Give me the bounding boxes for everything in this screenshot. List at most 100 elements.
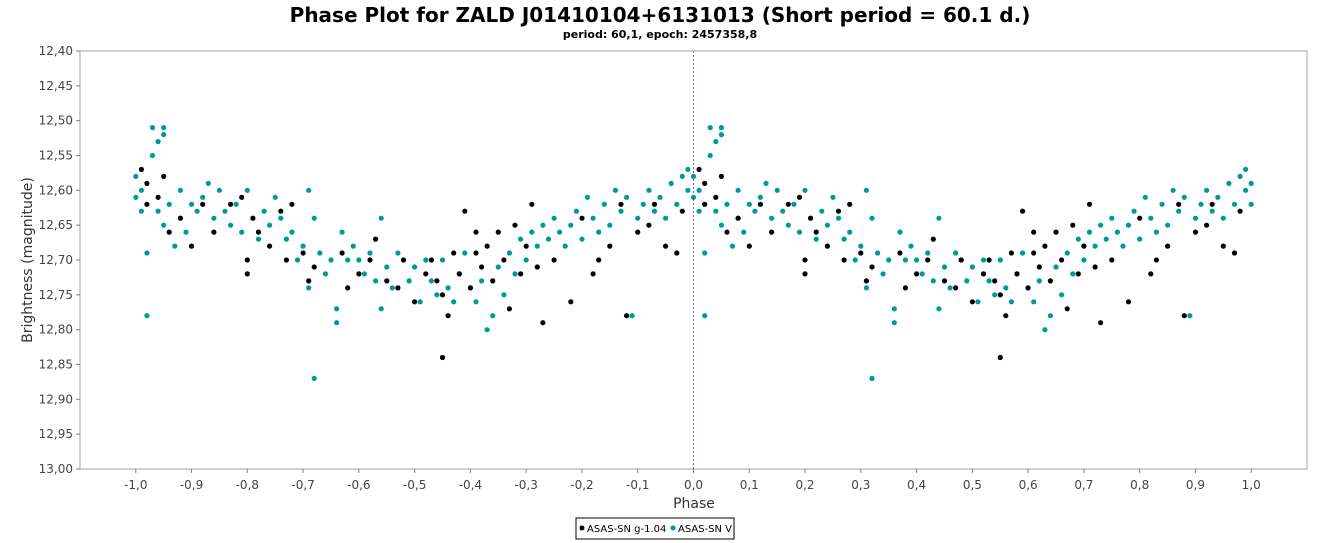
point-asas-sn-g [1086, 201, 1093, 207]
point-asas-sn-v [718, 132, 725, 138]
point-asas-sn-v [769, 215, 775, 221]
point-asas-sn-v [668, 180, 674, 186]
point-asas-sn-g [590, 271, 596, 277]
point-asas-sn-v [1148, 215, 1154, 221]
point-asas-sn-g [462, 208, 468, 214]
point-asas-sn-g [473, 250, 479, 256]
chart-title: Phase Plot for ZALD J01410104+6131013 (S… [290, 3, 1031, 27]
point-asas-sn-v [757, 194, 764, 200]
point-asas-sn-v [1204, 187, 1210, 193]
point-asas-sn-g [1070, 222, 1076, 228]
point-asas-sn-v [1114, 229, 1120, 235]
point-asas-sn-v [328, 257, 334, 263]
point-asas-sn-g [540, 320, 546, 326]
point-asas-sn-v [322, 271, 328, 277]
point-asas-sn-g [925, 257, 931, 263]
point-asas-sn-v [529, 229, 535, 235]
point-asas-sn-v [473, 299, 479, 305]
point-asas-sn-v [612, 187, 619, 193]
point-asas-sn-v [852, 257, 858, 263]
x-tick-label: 0,0 [684, 478, 703, 492]
point-asas-sn-g [858, 250, 864, 256]
point-asas-sn-g [439, 354, 446, 361]
point-asas-sn-v [1248, 180, 1254, 186]
point-asas-sn-v [1181, 194, 1187, 200]
point-asas-sn-v [161, 125, 167, 131]
point-asas-sn-g [339, 250, 345, 256]
point-asas-sn-v [1248, 201, 1254, 207]
point-asas-sn-g [138, 166, 144, 172]
point-asas-sn-v [880, 271, 886, 277]
point-asas-sn-v [283, 236, 289, 242]
point-asas-sn-g [506, 306, 512, 312]
point-asas-sn-g [1231, 250, 1238, 256]
point-asas-sn-g [244, 257, 250, 263]
point-asas-sn-v [1031, 299, 1037, 305]
point-asas-sn-g [445, 313, 451, 319]
point-asas-sn-g [757, 201, 764, 207]
point-asas-sn-g [1031, 250, 1037, 256]
data-points [133, 125, 1254, 381]
point-asas-sn-v [1098, 222, 1104, 228]
point-asas-sn-v [406, 278, 412, 284]
point-asas-sn-g [1020, 208, 1026, 214]
point-asas-sn-g [311, 264, 317, 270]
point-asas-sn-v [847, 229, 853, 235]
point-asas-sn-v [713, 139, 719, 145]
point-asas-sn-g [607, 243, 613, 249]
point-asas-sn-v [1075, 236, 1081, 242]
point-asas-sn-g [651, 201, 658, 207]
point-asas-sn-v [272, 194, 278, 200]
point-asas-sn-v [389, 285, 395, 291]
point-asas-sn-v [423, 257, 429, 263]
point-asas-sn-v [914, 257, 920, 263]
point-asas-sn-v [434, 292, 440, 298]
point-asas-sn-v [824, 222, 831, 228]
x-tick-label: 0,6 [1019, 478, 1038, 492]
point-asas-sn-v [1231, 201, 1238, 207]
point-asas-sn-v [640, 201, 646, 207]
point-asas-sn-v [1215, 194, 1221, 200]
y-tick-label: 12,65 [39, 218, 73, 232]
point-asas-sn-v [233, 201, 239, 207]
point-asas-sn-v [584, 194, 591, 200]
point-asas-sn-g [518, 271, 524, 277]
point-asas-sn-g [579, 215, 585, 221]
point-asas-sn-v [339, 229, 345, 235]
point-asas-sn-v [1243, 187, 1249, 193]
point-asas-sn-v [618, 208, 624, 214]
point-asas-sn-g [479, 264, 485, 270]
point-asas-sn-v [255, 236, 262, 242]
point-asas-sn-g [144, 201, 150, 207]
point-asas-sn-g [144, 180, 150, 186]
point-asas-sn-v [239, 229, 245, 235]
y-tick-label: 12,60 [39, 183, 73, 197]
point-asas-sn-v [484, 327, 490, 333]
point-asas-sn-v [735, 187, 741, 193]
point-asas-sn-v [1187, 313, 1193, 319]
point-asas-sn-v [752, 208, 758, 214]
point-asas-sn-v [1064, 250, 1070, 256]
point-asas-sn-g [1153, 257, 1159, 263]
point-asas-sn-v [953, 250, 959, 256]
x-tick-label: -0,3 [514, 478, 537, 492]
point-asas-sn-v [361, 271, 367, 277]
point-asas-sn-v [791, 201, 797, 207]
point-asas-sn-g [568, 299, 574, 305]
point-asas-sn-v [1226, 180, 1232, 186]
point-asas-sn-v [562, 243, 568, 249]
point-asas-sn-g [1109, 257, 1115, 263]
point-asas-sn-v [1120, 243, 1126, 249]
point-asas-sn-v [930, 278, 936, 284]
point-asas-sn-v [713, 208, 719, 214]
x-tick-label: -0,4 [459, 478, 482, 492]
point-asas-sn-g [718, 173, 725, 179]
point-asas-sn-g [434, 278, 440, 284]
point-asas-sn-v [294, 257, 301, 263]
point-asas-sn-g [439, 292, 446, 298]
point-asas-sn-g [451, 250, 457, 256]
legend: ASAS-SN g-1.04 ASAS-SN V [575, 517, 735, 540]
point-asas-sn-g [986, 257, 992, 263]
point-asas-sn-v [1170, 187, 1176, 193]
point-asas-sn-g [1165, 243, 1171, 249]
